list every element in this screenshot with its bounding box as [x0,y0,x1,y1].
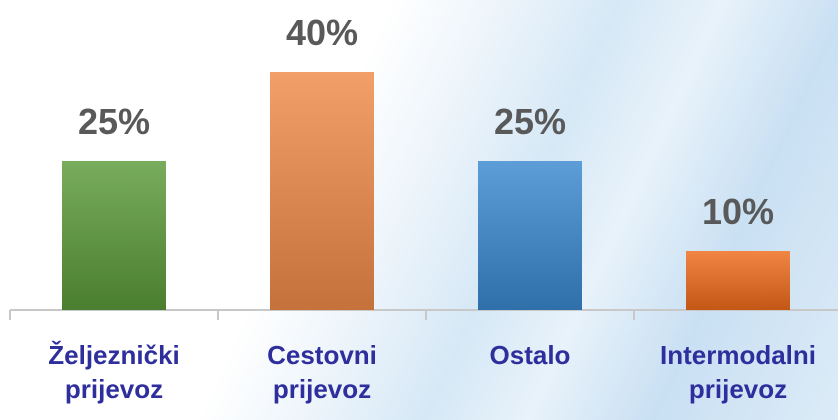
value-label: 40% [285,12,359,53]
value-label: 25% [77,101,151,143]
x-tick [633,310,635,320]
x-tick [9,310,11,320]
x-tick-label: Intermodalni prijevoz [659,340,816,404]
x-tick [217,310,219,320]
value-label: 10% [701,190,775,232]
x-axis-line [10,309,838,311]
bar [686,250,790,310]
bar [478,161,582,310]
bar [270,72,374,310]
x-tick-label: Ostalo [489,340,571,370]
x-tick-label: Željeznički prijevoz [48,340,180,404]
x-tick-label: Cestovni prijevoz [267,340,377,404]
bar [62,161,166,310]
x-tick [425,310,427,320]
value-label: 25% [493,101,567,143]
